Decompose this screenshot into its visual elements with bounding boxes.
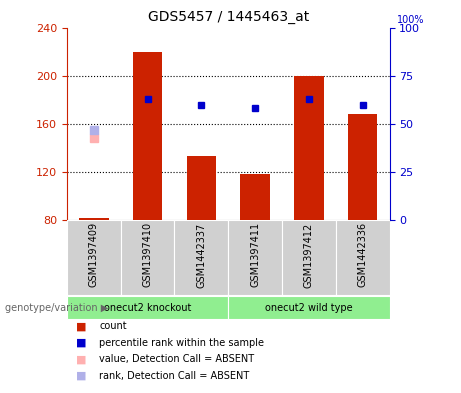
- Text: percentile rank within the sample: percentile rank within the sample: [99, 338, 264, 348]
- Bar: [228, 296, 390, 319]
- Bar: [336, 220, 390, 295]
- Text: GSM1442336: GSM1442336: [358, 222, 368, 287]
- Bar: [282, 220, 336, 295]
- Text: value, Detection Call = ABSENT: value, Detection Call = ABSENT: [99, 354, 254, 364]
- Bar: [121, 220, 174, 295]
- Bar: [294, 75, 324, 220]
- Text: ■: ■: [76, 371, 87, 381]
- Text: rank, Detection Call = ABSENT: rank, Detection Call = ABSENT: [99, 371, 249, 381]
- Bar: [228, 220, 282, 295]
- Bar: [240, 174, 270, 220]
- Text: ■: ■: [76, 354, 87, 364]
- Bar: [67, 220, 121, 295]
- Text: ■: ■: [76, 321, 87, 331]
- Title: GDS5457 / 1445463_at: GDS5457 / 1445463_at: [148, 10, 309, 24]
- Text: GSM1397409: GSM1397409: [89, 222, 99, 287]
- Text: onecut2 knockout: onecut2 knockout: [104, 303, 191, 312]
- Text: GSM1397411: GSM1397411: [250, 222, 260, 287]
- Text: GSM1397410: GSM1397410: [142, 222, 153, 287]
- Bar: [133, 51, 162, 220]
- Bar: [67, 296, 228, 319]
- Bar: [187, 156, 216, 220]
- Bar: [79, 218, 108, 220]
- Text: count: count: [99, 321, 127, 331]
- Bar: [174, 220, 228, 295]
- Text: ■: ■: [76, 338, 87, 348]
- Bar: [348, 114, 378, 220]
- Text: 100%: 100%: [396, 15, 424, 25]
- Text: onecut2 wild type: onecut2 wild type: [265, 303, 353, 312]
- Text: GSM1397412: GSM1397412: [304, 222, 314, 288]
- Text: genotype/variation ▶: genotype/variation ▶: [5, 303, 108, 312]
- Text: GSM1442337: GSM1442337: [196, 222, 207, 288]
